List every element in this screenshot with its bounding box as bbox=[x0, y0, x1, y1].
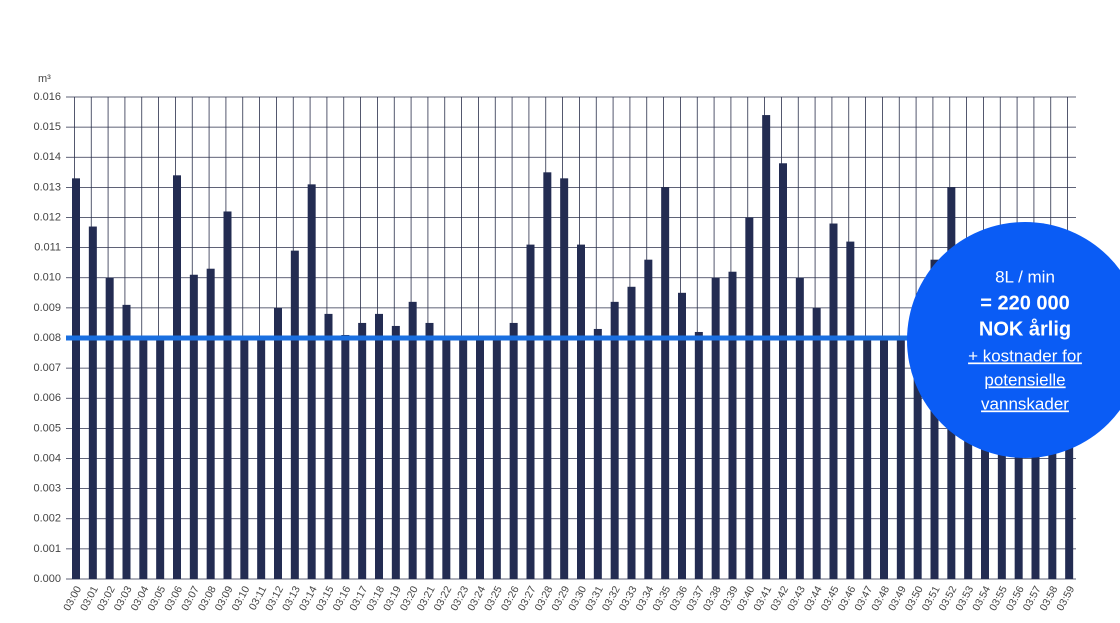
annotation-text: vannskader bbox=[981, 394, 1069, 413]
y-tick-label: 0.010 bbox=[33, 272, 61, 284]
bar bbox=[375, 313, 383, 579]
bar bbox=[593, 328, 602, 579]
bar bbox=[694, 331, 703, 579]
y-tick-label: 0.016 bbox=[33, 91, 61, 103]
y-tick-label: 0.004 bbox=[33, 452, 61, 464]
bar bbox=[577, 244, 585, 580]
bar bbox=[408, 301, 417, 579]
annotation-circle bbox=[907, 222, 1120, 458]
bar bbox=[257, 338, 266, 579]
y-tick-label: 0.009 bbox=[33, 302, 61, 314]
y-tick-label: 0.006 bbox=[33, 392, 61, 404]
y-tick-label: 0.002 bbox=[33, 513, 61, 525]
bar bbox=[72, 178, 80, 579]
bar bbox=[139, 338, 148, 579]
bar bbox=[358, 322, 367, 579]
y-unit: m³ bbox=[38, 73, 51, 85]
y-tick-label: 0.008 bbox=[33, 332, 61, 344]
bar bbox=[189, 274, 198, 579]
bar bbox=[173, 175, 181, 579]
bar bbox=[324, 313, 333, 579]
bar bbox=[543, 172, 552, 579]
bar bbox=[863, 338, 872, 579]
bar bbox=[610, 301, 619, 579]
bar bbox=[930, 259, 939, 579]
annotation-text: potensielle bbox=[984, 370, 1065, 389]
bar bbox=[728, 271, 737, 579]
bar bbox=[913, 325, 922, 579]
bar bbox=[307, 184, 316, 580]
bar bbox=[442, 338, 451, 579]
y-tick-label: 0.012 bbox=[33, 211, 61, 223]
bar bbox=[476, 338, 484, 579]
y-tick-label: 0.003 bbox=[33, 483, 61, 495]
y-tick-label: 0.005 bbox=[33, 422, 61, 434]
bar bbox=[745, 217, 754, 579]
bar bbox=[795, 277, 804, 579]
bar bbox=[290, 250, 299, 579]
annotation-text: = 220 000 bbox=[980, 292, 1070, 314]
bar bbox=[425, 322, 434, 579]
bar bbox=[459, 338, 468, 579]
bar bbox=[846, 241, 855, 579]
bar bbox=[156, 338, 165, 579]
bar bbox=[341, 334, 350, 579]
bar bbox=[560, 178, 569, 579]
y-tick-label: 0.007 bbox=[33, 362, 61, 374]
y-tick-label: 0.000 bbox=[33, 573, 61, 585]
x-tick-label: 03:59 bbox=[1054, 584, 1077, 613]
bar bbox=[206, 268, 215, 579]
bar bbox=[122, 304, 131, 579]
bar bbox=[896, 338, 905, 579]
y-tick-label: 0.013 bbox=[33, 181, 61, 193]
bar bbox=[627, 286, 636, 579]
bar bbox=[274, 307, 282, 579]
annotation-text: 8L / min bbox=[995, 267, 1055, 286]
bar bbox=[678, 292, 686, 579]
bar bbox=[240, 338, 249, 579]
bar bbox=[711, 277, 720, 579]
y-tick-label: 0.014 bbox=[33, 151, 61, 163]
bar bbox=[223, 211, 232, 579]
bar bbox=[391, 325, 400, 579]
bar bbox=[105, 277, 114, 579]
y-tick-label: 0.011 bbox=[34, 242, 61, 254]
bar bbox=[762, 115, 771, 579]
y-tick-label: 0.001 bbox=[33, 543, 61, 555]
bar bbox=[492, 338, 501, 579]
annotation-text: NOK årlig bbox=[979, 317, 1071, 340]
bar bbox=[880, 338, 888, 579]
annotation-text: + kostnader for bbox=[968, 346, 1082, 365]
bar bbox=[88, 226, 97, 579]
bar bbox=[509, 322, 518, 579]
bar bbox=[829, 223, 838, 579]
bar bbox=[644, 259, 653, 579]
bar bbox=[526, 244, 535, 580]
bar bbox=[661, 187, 670, 579]
y-tick-label: 0.015 bbox=[33, 121, 61, 133]
bar bbox=[812, 307, 821, 579]
bar bbox=[779, 163, 787, 579]
